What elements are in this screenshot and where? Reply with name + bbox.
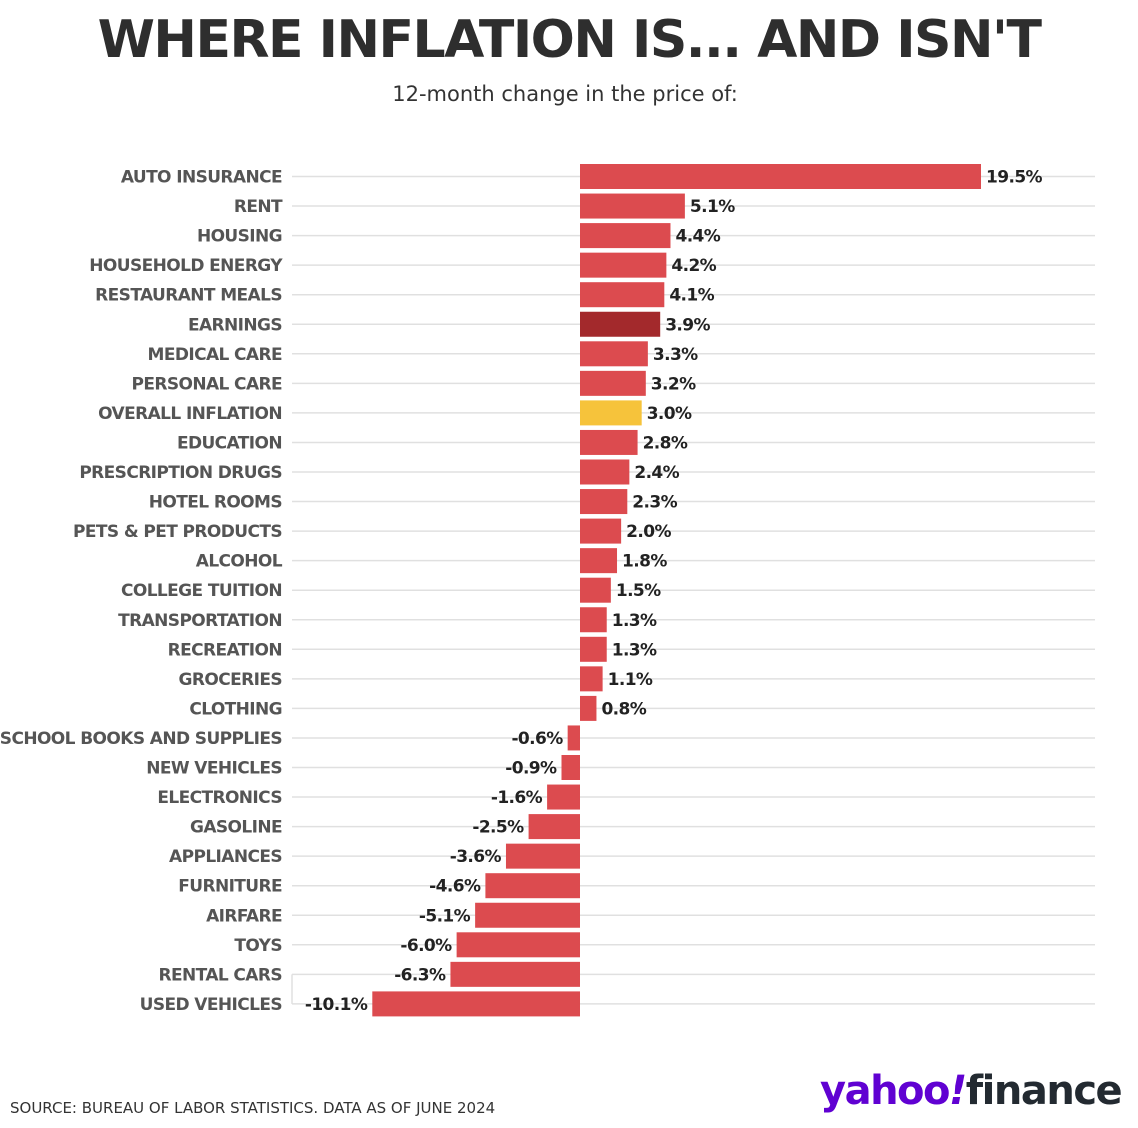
chart-title: WHERE INFLATION IS... AND ISN'T <box>97 10 1042 70</box>
bar-college-tuition <box>580 577 611 603</box>
value-label-overall-inflation: 3.0% <box>647 404 692 424</box>
category-label-rent: RENT <box>234 197 283 217</box>
bar-airfare <box>475 902 580 928</box>
bar-overall-inflation <box>580 400 642 426</box>
bar-household-energy <box>580 252 667 278</box>
bar-electronics <box>547 784 580 810</box>
value-label-toys: -6.0% <box>400 936 452 956</box>
category-label-household-energy: HOUSEHOLD ENERGY <box>89 256 283 276</box>
value-label-earnings: 3.9% <box>665 315 710 335</box>
category-label-toys: TOYS <box>234 936 282 956</box>
chart-subtitle: 12-month change in the price of: <box>392 82 738 106</box>
bar-transportation <box>580 607 607 633</box>
bar-chart: AUTO INSURANCE 19.5% RENT 5.1% HOUSING 4.4% HO… <box>0 164 1095 1017</box>
bar-new-vehicles <box>561 755 580 780</box>
logo-bang-text: ! <box>949 1068 967 1114</box>
value-label-rental-cars: -6.3% <box>394 965 446 985</box>
value-label-pets-and-pet-products: 2.0% <box>626 522 671 542</box>
bar-medical-care <box>580 341 648 367</box>
bar-school-books-and-supplies <box>567 725 580 751</box>
value-label-new-vehicles: -0.9% <box>505 759 557 779</box>
category-label-college-tuition: COLLEGE TUITION <box>121 581 282 601</box>
category-label-medical-care: MEDICAL CARE <box>148 345 283 365</box>
bar-education <box>580 429 638 455</box>
bar-housing <box>580 223 671 249</box>
category-label-furniture: FURNITURE <box>178 877 282 897</box>
value-label-groceries: 1.1% <box>608 670 653 690</box>
bar-furniture <box>485 873 580 899</box>
value-label-restaurant-meals: 4.1% <box>669 286 714 306</box>
category-label-transportation: TRANSPORTATION <box>118 611 282 631</box>
category-label-electronics: ELECTRONICS <box>157 788 282 808</box>
value-label-college-tuition: 1.5% <box>616 581 661 601</box>
category-label-alcohol: ALCOHOL <box>196 552 283 572</box>
value-label-alcohol: 1.8% <box>622 552 667 572</box>
value-label-medical-care: 3.3% <box>653 345 698 365</box>
bar-restaurant-meals <box>580 282 665 308</box>
category-label-housing: HOUSING <box>197 227 282 247</box>
value-label-rent: 5.1% <box>690 197 735 217</box>
value-label-auto-insurance: 19.5% <box>986 168 1043 188</box>
value-label-furniture: -4.6% <box>429 877 481 897</box>
category-label-rental-cars: RENTAL CARS <box>159 965 282 985</box>
category-label-groceries: GROCERIES <box>179 670 282 690</box>
bar-earnings <box>580 311 661 337</box>
category-label-gasoline: GASOLINE <box>190 818 282 838</box>
value-label-airfare: -5.1% <box>419 906 471 926</box>
bar-auto-insurance <box>580 164 981 189</box>
category-label-appliances: APPLIANCES <box>169 847 282 867</box>
category-label-earnings: EARNINGS <box>188 315 282 335</box>
category-label-education: EDUCATION <box>177 433 282 453</box>
category-label-overall-inflation: OVERALL INFLATION <box>98 404 282 424</box>
value-label-school-books-and-supplies: -0.6% <box>511 729 563 749</box>
bar-rent <box>580 193 685 219</box>
bar-used-vehicles <box>372 991 580 1017</box>
logo-yahoo-text: yahoo <box>820 1068 951 1114</box>
bar-pets-and-pet-products <box>580 518 622 544</box>
category-label-personal-care: PERSONAL CARE <box>131 374 282 394</box>
value-label-household-energy: 4.2% <box>671 256 716 276</box>
value-label-personal-care: 3.2% <box>651 374 696 394</box>
category-label-school-books-and-supplies: SCHOOL BOOKS AND SUPPLIES <box>0 729 282 749</box>
value-label-gasoline: -2.5% <box>472 818 524 838</box>
bar-hotel-rooms <box>580 489 628 515</box>
category-label-clothing: CLOTHING <box>189 699 282 719</box>
value-label-prescription-drugs: 2.4% <box>634 463 679 483</box>
category-label-hotel-rooms: HOTEL ROOMS <box>149 493 282 513</box>
category-label-airfare: AIRFARE <box>206 906 282 926</box>
value-label-used-vehicles: -10.1% <box>305 995 368 1015</box>
bar-personal-care <box>580 370 646 396</box>
value-label-electronics: -1.6% <box>491 788 543 808</box>
source-note: SOURCE: BUREAU OF LABOR STATISTICS. DATA… <box>10 1099 496 1117</box>
value-label-clothing: 0.8% <box>601 699 646 719</box>
value-label-education: 2.8% <box>643 433 688 453</box>
bar-rental-cars <box>450 961 580 987</box>
bar-toys <box>456 932 580 958</box>
category-label-prescription-drugs: PRESCRIPTION DRUGS <box>79 463 282 483</box>
value-label-recreation: 1.3% <box>612 640 657 660</box>
logo-finance-text: finance <box>965 1068 1123 1114</box>
bar-prescription-drugs <box>580 459 630 485</box>
bar-appliances <box>505 843 580 869</box>
category-label-used-vehicles: USED VEHICLES <box>140 995 282 1015</box>
bar-clothing <box>580 695 597 721</box>
bar-groceries <box>580 666 603 692</box>
category-label-pets-and-pet-products: PETS & PET PRODUCTS <box>73 522 282 542</box>
bar-alcohol <box>580 548 618 574</box>
category-label-recreation: RECREATION <box>168 640 282 660</box>
value-label-appliances: -3.6% <box>450 847 502 867</box>
value-label-hotel-rooms: 2.3% <box>632 493 677 513</box>
yahoo-finance-logo: yahoo!finance <box>820 1068 1123 1114</box>
category-label-new-vehicles: NEW VEHICLES <box>146 759 282 779</box>
bar-gasoline <box>528 814 580 840</box>
value-label-transportation: 1.3% <box>612 611 657 631</box>
value-label-housing: 4.4% <box>675 227 720 247</box>
category-label-restaurant-meals: RESTAURANT MEALS <box>95 286 282 306</box>
bar-recreation <box>580 636 607 662</box>
category-label-auto-insurance: AUTO INSURANCE <box>121 168 282 188</box>
